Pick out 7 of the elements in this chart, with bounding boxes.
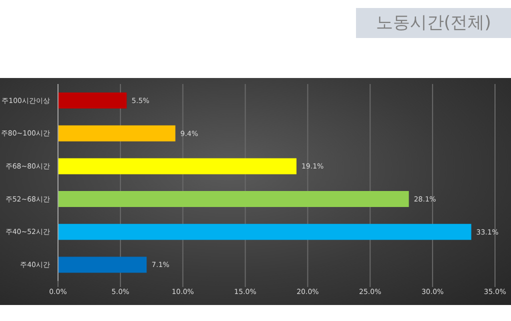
bar xyxy=(58,158,296,174)
chart-title: 노동시간(전체) xyxy=(376,13,492,33)
bar xyxy=(58,191,409,208)
bar xyxy=(58,224,472,240)
bar xyxy=(58,256,147,273)
bar xyxy=(58,125,176,142)
bar xyxy=(58,92,127,109)
